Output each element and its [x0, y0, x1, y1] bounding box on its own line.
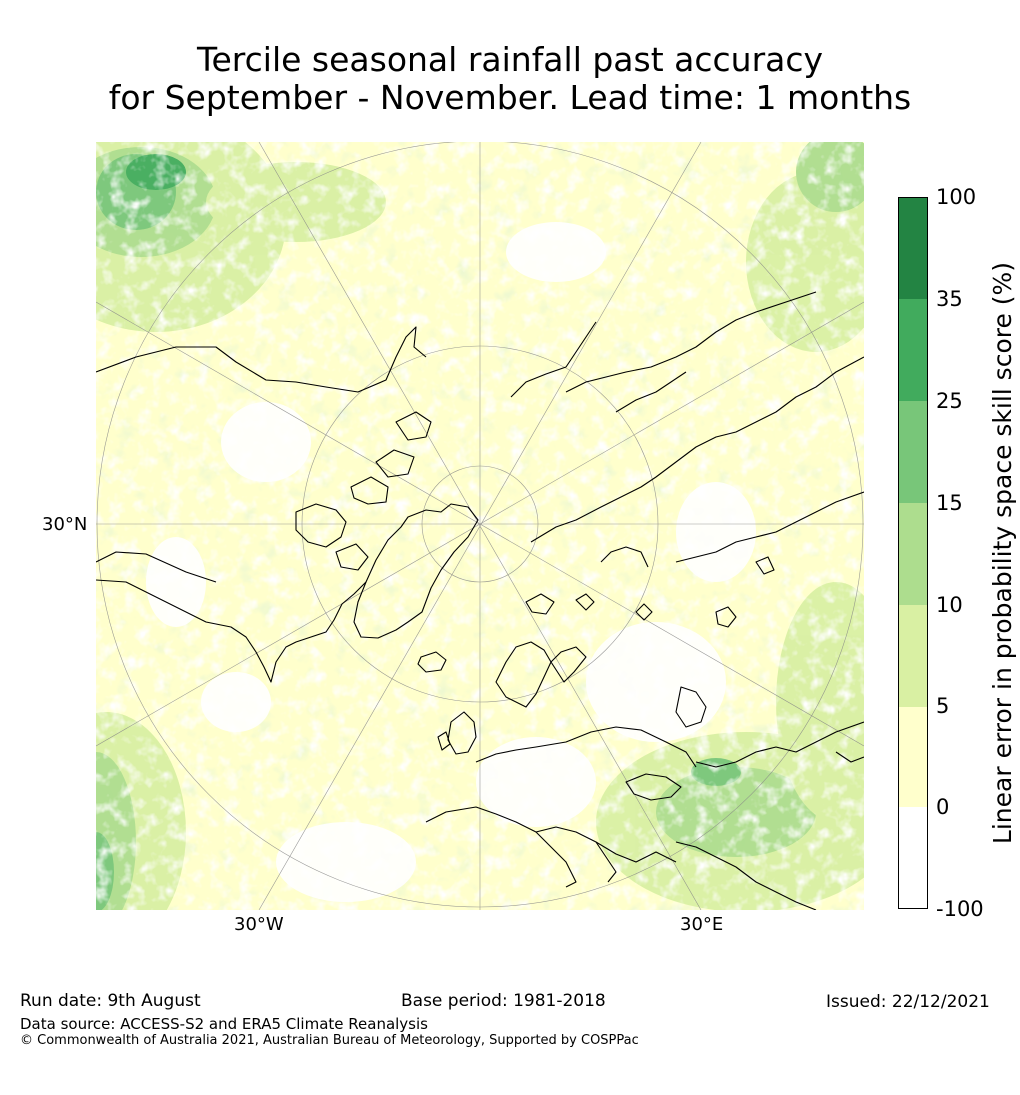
colorbar-bin-15-25	[898, 401, 928, 503]
data-source: Data source: ACCESS-S2 and ERA5 Climate …	[20, 1015, 428, 1033]
colorbar-bin-5-10	[898, 605, 928, 707]
colorbar-tick-neg100: -100	[936, 897, 984, 921]
colorbar-bin-25-35	[898, 299, 928, 401]
colorbar-tick-35: 35	[936, 287, 963, 311]
base-period: Base period: 1981-2018	[401, 991, 606, 1011]
colorbar-tick-100: 100	[936, 185, 977, 209]
colorbar-bin-35-100	[898, 197, 928, 299]
colorbar-tick-5: 5	[936, 694, 950, 718]
colorbar-tick-15: 15	[936, 491, 963, 515]
issued-date: Issued: 22/12/2021	[826, 992, 990, 1012]
copyright: © Commonwealth of Australia 2021, Austra…	[20, 1033, 639, 1048]
coastlines	[96, 291, 864, 910]
lon-label-30e: 30°E	[680, 914, 724, 935]
low-skill-patches	[146, 222, 756, 902]
colorbar-tick-25: 25	[936, 389, 963, 413]
map-title-line-2: for September - November. Lead time: 1 m…	[108, 78, 912, 117]
map-title-line-1: Tercile seasonal rainfall past accuracy	[196, 40, 824, 79]
lon-label-30w: 30°W	[234, 914, 284, 935]
colorbar	[898, 197, 928, 909]
polar-skill-map	[96, 142, 864, 910]
colorbar-bin-10-15	[898, 503, 928, 605]
colorbar-bin-neg100-0	[898, 807, 928, 909]
colorbar-tick-10: 10	[936, 593, 963, 617]
run-date: Run date: 9th August	[20, 991, 201, 1011]
colorbar-tick-0: 0	[936, 795, 950, 819]
colorbar-bin-0-5	[898, 707, 928, 807]
lat-label-30n: 30°N	[42, 514, 88, 535]
colorbar-label: Linear error in probability space skill …	[988, 261, 1017, 845]
